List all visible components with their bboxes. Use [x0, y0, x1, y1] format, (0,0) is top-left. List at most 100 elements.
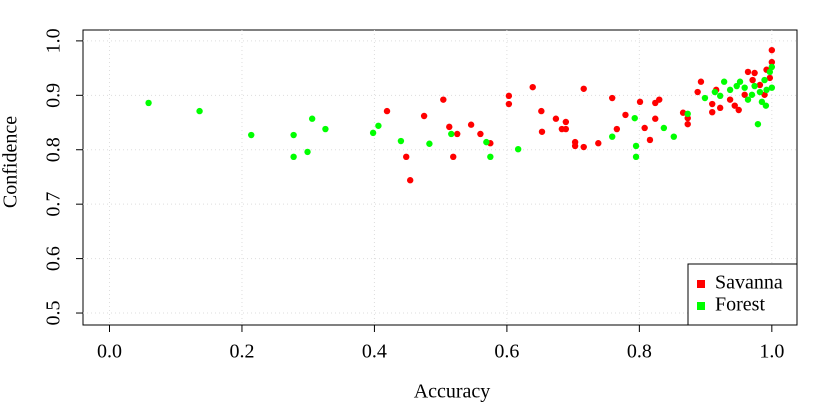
x-tick-label: 1.0 — [759, 341, 784, 363]
x-tick-label: 0.8 — [627, 341, 652, 363]
point — [383, 107, 391, 115]
point — [196, 107, 203, 115]
point — [684, 120, 691, 128]
point — [562, 118, 570, 126]
point — [744, 68, 752, 76]
point — [369, 129, 377, 137]
point — [248, 131, 255, 139]
legend-swatch — [697, 280, 705, 288]
point — [448, 130, 455, 138]
point — [562, 125, 570, 133]
y-tick-label: 0.9 — [43, 83, 65, 108]
point — [538, 107, 545, 115]
point — [375, 122, 382, 129]
point — [538, 128, 546, 135]
point — [741, 91, 748, 98]
point — [514, 145, 522, 153]
y-tick-label: 1.0 — [43, 28, 65, 53]
point — [571, 142, 579, 150]
point — [426, 140, 433, 147]
y-tick-label: 0.8 — [43, 137, 65, 162]
point — [397, 137, 405, 145]
point — [580, 143, 587, 151]
point — [709, 100, 716, 108]
point — [716, 104, 724, 112]
point — [711, 88, 719, 96]
point — [768, 84, 776, 91]
y-tick-label: 0.6 — [43, 246, 65, 271]
point — [652, 115, 659, 122]
point — [304, 148, 311, 156]
point — [646, 136, 654, 144]
x-tick-label: 0.2 — [229, 341, 254, 363]
point — [552, 115, 560, 122]
point — [529, 83, 536, 91]
point — [308, 115, 316, 122]
point — [483, 138, 490, 146]
point — [290, 153, 297, 161]
point — [768, 63, 776, 71]
x-tick-label: 0.0 — [97, 341, 122, 363]
point — [736, 78, 744, 85]
point — [751, 69, 758, 77]
point — [726, 86, 734, 94]
point — [709, 108, 716, 116]
point — [768, 58, 776, 66]
point — [761, 76, 768, 84]
point — [766, 68, 774, 76]
point — [406, 177, 414, 184]
point — [762, 102, 770, 109]
point — [613, 125, 621, 133]
x-tick-label: 0.4 — [362, 341, 387, 363]
point — [632, 153, 640, 161]
legend-label: Savanna — [715, 272, 783, 294]
point — [403, 153, 410, 161]
y-axis-label: Confidence — [0, 116, 22, 208]
point — [595, 140, 602, 147]
point — [741, 84, 748, 91]
point — [684, 110, 691, 118]
point — [622, 111, 629, 119]
point — [631, 114, 638, 122]
legend-swatch — [697, 302, 705, 310]
point — [322, 125, 329, 133]
point — [450, 153, 457, 161]
point — [446, 123, 453, 131]
point — [701, 94, 709, 102]
point — [751, 82, 758, 90]
point — [720, 78, 728, 85]
y-tick-label: 0.5 — [43, 301, 65, 326]
point — [697, 78, 705, 85]
point — [641, 124, 648, 132]
point — [670, 133, 678, 140]
point — [477, 130, 484, 138]
point — [580, 85, 587, 92]
point — [726, 96, 734, 103]
point — [731, 102, 738, 109]
point — [636, 98, 644, 106]
point — [761, 91, 768, 98]
point — [756, 81, 764, 89]
point — [748, 91, 756, 98]
point — [290, 131, 297, 139]
y-tick-label: 0.7 — [43, 192, 65, 217]
point — [766, 74, 774, 82]
point — [735, 106, 742, 114]
point — [660, 124, 668, 132]
point — [754, 120, 762, 128]
point — [420, 112, 428, 120]
x-tick-label: 0.6 — [494, 341, 519, 363]
point — [694, 88, 701, 96]
point — [609, 133, 616, 140]
point — [487, 153, 494, 161]
legend-box — [687, 263, 798, 326]
point — [744, 96, 752, 103]
point — [768, 46, 776, 54]
point — [505, 92, 513, 100]
point — [756, 88, 764, 96]
point — [763, 86, 770, 94]
point — [440, 96, 447, 103]
legend-label: Forest — [715, 294, 765, 316]
point — [145, 99, 152, 107]
